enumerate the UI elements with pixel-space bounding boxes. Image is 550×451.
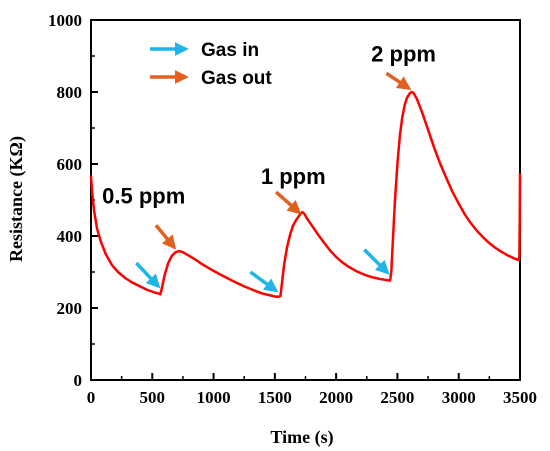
legend-gas-out-label: Gas out: [201, 68, 272, 89]
gas-in-arrow: [363, 248, 390, 275]
resistance-series-line: [89, 90, 522, 299]
gas-out-arrow: [154, 224, 177, 250]
gas-in-arrow: [135, 261, 161, 289]
gas-out-arrow: [274, 190, 302, 215]
x-tick-label: 3500: [503, 388, 537, 407]
y-tick-label: 200: [57, 299, 83, 318]
legend: Gas in Gas out: [150, 40, 272, 89]
y-tick-label: 0: [74, 371, 83, 390]
x-axis-title: Time (s): [270, 427, 333, 448]
series-layer: [89, 90, 522, 299]
x-tick-label: 2000: [319, 388, 353, 407]
x-tick-label: 1500: [258, 388, 292, 407]
legend-gas-in-label: Gas in: [201, 40, 259, 61]
x-tick-label: 3000: [442, 388, 476, 407]
y-tick-label: 600: [57, 155, 83, 174]
annotation-layer: 0.5 ppm 1 ppm 2 ppm: [102, 41, 436, 208]
concentration-label: 2 ppm: [371, 41, 436, 66]
axes-group: 0 500 1000 1500 2000 2500 3000 3500 0 200 400 600 80…: [48, 11, 537, 407]
gas-out-arrow: [385, 71, 412, 90]
x-tick-label: 0: [87, 388, 96, 407]
y-axis-title: Resistance (KΩ): [6, 136, 27, 262]
x-tick-label: 500: [140, 388, 166, 407]
y-tick-label: 400: [57, 227, 83, 246]
arrows-layer: [135, 71, 412, 293]
y-tick-label: 1000: [48, 11, 82, 30]
x-tick-label: 2500: [380, 388, 414, 407]
concentration-label: 1 ppm: [261, 164, 326, 189]
x-tick-label: 1000: [197, 388, 231, 407]
y-tick-label: 800: [57, 83, 83, 102]
gas-in-arrow: [249, 270, 279, 293]
concentration-label: 0.5 ppm: [102, 184, 185, 209]
